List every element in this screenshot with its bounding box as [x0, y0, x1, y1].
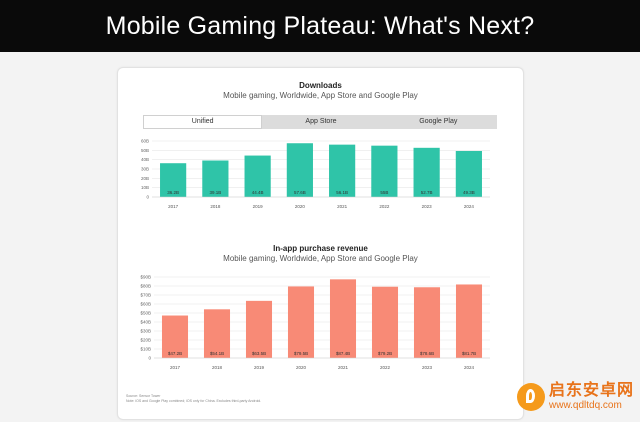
x-tick-label: 2021	[337, 204, 348, 209]
data-label: $63.5B	[252, 351, 266, 356]
x-tick-label: 2024	[464, 365, 475, 370]
y-tick-label: $90B	[140, 275, 151, 280]
bar	[244, 155, 271, 197]
x-tick-label: 2017	[170, 365, 181, 370]
x-tick-label: 2017	[168, 204, 179, 209]
data-label: $78.6B	[420, 351, 434, 356]
revenue-bar-chart: 0 $10B $20B $30B $40B $50B $60B $70B $80B $90B $47…	[140, 275, 490, 370]
y-tick-label: 30B	[141, 167, 149, 172]
x-tick-label: 2024	[464, 204, 475, 209]
x-tick-label: 2020	[295, 204, 306, 209]
x-tick-label: 2023	[422, 204, 433, 209]
y-tick-label: 0	[146, 195, 149, 200]
y-tick-label: $80B	[140, 284, 151, 289]
y-tick-label: 10B	[141, 185, 149, 190]
bar	[161, 315, 189, 358]
data-label: $79.2B	[378, 351, 392, 356]
bar	[245, 300, 273, 358]
data-label: $54.1B	[210, 351, 224, 356]
downloads-chart-title: Downloads	[299, 81, 342, 90]
downloads-bar-chart: 0 10B 20B 30B 40B 50B 60B 36.2B 2017 39.1B 2018 44.…	[141, 139, 490, 209]
data-label: 55B	[380, 190, 388, 195]
tab-app-store[interactable]: App Store	[262, 115, 380, 129]
data-label: 44.4B	[252, 190, 264, 195]
bar	[413, 147, 440, 197]
x-tick-label: 2021	[338, 365, 349, 370]
y-tick-label: 0	[148, 356, 151, 361]
x-tick-label: 2018	[212, 365, 223, 370]
bar	[202, 160, 229, 197]
x-tick-label: 2018	[210, 204, 221, 209]
y-tick-label: $40B	[140, 320, 151, 325]
x-tick-label: 2023	[422, 365, 433, 370]
bar	[160, 163, 187, 197]
y-tick-label: 50B	[141, 148, 149, 153]
revenue-chart-subtitle: Mobile gaming, Worldwide, App Store and …	[223, 254, 418, 263]
data-label: 57.6B	[294, 190, 306, 195]
x-tick-label: 2022	[380, 365, 391, 370]
downloads-chart-subtitle: Mobile gaming, Worldwide, App Store and …	[223, 91, 418, 100]
revenue-chart-title: In-app purchase revenue	[273, 244, 368, 253]
data-label: $87.4B	[336, 351, 350, 356]
x-tick-label: 2022	[379, 204, 390, 209]
y-tick-label: $60B	[140, 302, 151, 307]
bar	[287, 286, 315, 358]
bar	[371, 145, 398, 197]
y-tick-label: 20B	[141, 176, 149, 181]
x-tick-label: 2019	[253, 204, 264, 209]
bar	[371, 286, 399, 358]
source-note: Source: Sensor Tower	[126, 394, 161, 398]
data-label: 49.3B	[463, 190, 475, 195]
bar	[203, 309, 231, 358]
y-tick-label: $30B	[140, 329, 151, 334]
title-banner: Mobile Gaming Plateau: What's Next?	[0, 0, 640, 52]
y-tick-label: $20B	[140, 338, 151, 343]
platform-tabs: Unified App Store Google Play	[143, 115, 497, 129]
watermark-url: www.qdltdq.com	[549, 400, 622, 411]
bar	[413, 287, 441, 358]
y-tick-label: 60B	[141, 139, 149, 144]
bar	[329, 279, 357, 358]
bar	[286, 143, 313, 197]
data-label: 36.2B	[167, 190, 179, 195]
y-tick-label: 40B	[141, 157, 149, 162]
x-tick-label: 2019	[254, 365, 265, 370]
chart-card: Downloads Mobile gaming, Worldwide, App …	[117, 67, 524, 420]
bar	[455, 150, 482, 197]
data-label: 56.1B	[336, 190, 348, 195]
watermark-name: 启东安卓网	[549, 382, 635, 399]
data-label: 52.7B	[421, 190, 433, 195]
data-label: $79.5B	[294, 351, 308, 356]
y-tick-label: $10B	[140, 347, 151, 352]
data-label: $47.2B	[168, 351, 182, 356]
presentation-title: Mobile Gaming Plateau: What's Next?	[105, 11, 535, 40]
watermark-logo-icon	[517, 382, 545, 411]
bar	[329, 144, 356, 197]
data-label: 39.1B	[209, 190, 221, 195]
y-tick-label: $50B	[140, 311, 151, 316]
y-tick-label: $70B	[140, 293, 151, 298]
bar	[455, 284, 483, 358]
tab-google-play[interactable]: Google Play	[379, 115, 497, 129]
tab-unified[interactable]: Unified	[143, 115, 263, 129]
site-watermark: 启东安卓网 www.qdltdq.com	[517, 382, 634, 411]
data-label: $81.7B	[462, 351, 476, 356]
x-tick-label: 2020	[296, 365, 307, 370]
footnote-note: Note: iOS and Google Play combined; iOS …	[126, 399, 262, 403]
